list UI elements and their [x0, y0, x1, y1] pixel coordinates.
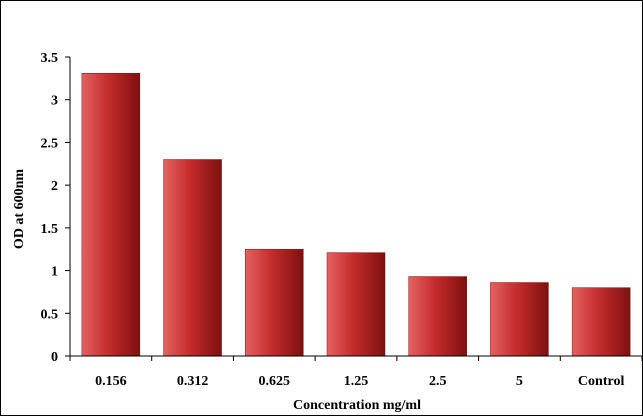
- bars-layer: [81, 72, 631, 357]
- y-tick-label: 1.5: [41, 222, 59, 237]
- y-tick-label: 0.5: [41, 307, 59, 322]
- bar: [245, 248, 304, 357]
- x-tick-label: 0.312: [177, 374, 209, 389]
- x-tick-label: 1.25: [344, 374, 369, 389]
- x-tick-label: 2.5: [429, 374, 447, 389]
- labels-layer: Concentration mg/ml OD at 600nm: [12, 169, 421, 413]
- y-tick-label: 2.5: [41, 136, 59, 151]
- y-tick-label: 3.5: [41, 51, 59, 66]
- bar: [326, 252, 386, 357]
- y-axis-title: OD at 600nm: [12, 169, 27, 249]
- y-tick-label: 3: [51, 94, 58, 109]
- bar: [571, 287, 631, 357]
- bar: [408, 276, 467, 357]
- y-tick-label: 0: [51, 350, 58, 365]
- x-tick-label: Control: [578, 374, 625, 389]
- axes-layer: 0 0.5 1 1.5 2 2.5 3 3.5 0.156 0.312 0.625 1.25 2.5 5 C…: [41, 51, 643, 389]
- x-tick-label: 0.156: [95, 374, 127, 389]
- bar: [490, 282, 549, 357]
- x-tick-label: 0.625: [259, 374, 291, 389]
- x-axis-title: Concentration mg/ml: [293, 398, 421, 413]
- bar: [163, 159, 222, 357]
- y-tick-label: 2: [51, 179, 58, 194]
- y-tick-label: 1: [51, 265, 58, 280]
- x-tick-label: 5: [516, 374, 523, 389]
- bar: [81, 72, 141, 357]
